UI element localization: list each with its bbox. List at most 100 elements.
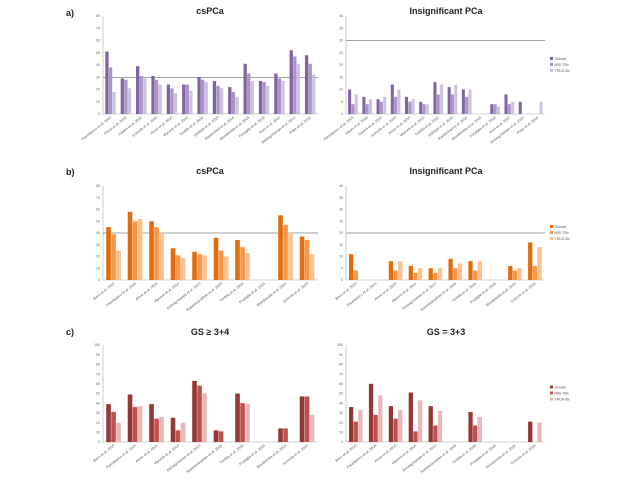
- bar-trus-bx: [116, 250, 121, 280]
- category-label: Mendhiratta et al. 2015: [451, 116, 482, 142]
- y-tick-label: 20: [339, 63, 343, 67]
- bar-overall: [127, 211, 133, 280]
- y-tick-label: 80: [96, 184, 100, 188]
- bar-trus-bx: [137, 406, 143, 442]
- y-tick-label: 0: [341, 440, 343, 444]
- bar-overall: [274, 73, 278, 114]
- bar-trus-bx: [312, 74, 316, 114]
- chart-title: csPCa: [196, 166, 225, 176]
- category-label: Porpiglia et al. 2016: [238, 282, 266, 305]
- y-tick-label: 30: [339, 39, 343, 43]
- bar-mri-tbx: [262, 82, 266, 114]
- y-tick-label: 25: [339, 219, 343, 223]
- y-tick-label: 0: [98, 440, 100, 444]
- bar-mri-tbx: [373, 414, 378, 442]
- legend-label: Overall: [555, 385, 567, 389]
- y-tick-label: 40: [96, 401, 100, 405]
- legend-label: TRUS-Bx: [555, 237, 570, 241]
- bar-mri-tbx: [512, 270, 518, 280]
- bar-mri-tbx: [413, 431, 418, 442]
- y-tick-label: 15: [339, 75, 343, 79]
- bar-mri-tbx: [111, 411, 116, 442]
- bar-mri-tbx: [218, 431, 224, 442]
- bar-trus-bx: [496, 106, 500, 114]
- legend-label: Overall: [555, 225, 567, 229]
- category-label: Siddiqui et al. 2015: [193, 116, 220, 138]
- bar-overall: [428, 406, 433, 442]
- bar-overall: [182, 84, 186, 114]
- category-label: Kasivisvanathan et al. 2018: [186, 282, 223, 312]
- bar-overall: [278, 215, 283, 280]
- y-tick-label: 80: [339, 363, 343, 367]
- bar-mri-tbx: [240, 403, 245, 442]
- bar-overall: [468, 411, 473, 442]
- y-tick-label: 20: [96, 88, 100, 92]
- legend-swatch: [550, 237, 553, 240]
- bar-mri-tbx: [453, 268, 458, 280]
- category-label: Arsov et al. 2015: [135, 282, 159, 302]
- bar-trus-bx: [296, 63, 301, 114]
- bar-trus-bx: [425, 104, 429, 114]
- bar-overall: [447, 87, 451, 114]
- bar-mri-tbx: [175, 430, 181, 442]
- bar-trus-bx: [537, 247, 542, 280]
- category-label: Tonttila et al. 2016: [219, 282, 244, 303]
- category-label: Arsov et al. 2015: [374, 282, 398, 302]
- y-tick-label: 30: [96, 411, 100, 415]
- chart-title: csPCa: [196, 6, 225, 16]
- y-tick-label: 30: [339, 411, 343, 415]
- y-tick-label: 70: [339, 372, 343, 376]
- y-tick-label: 35: [339, 196, 343, 200]
- bar-trus-bx: [281, 80, 285, 114]
- bar-trus-bx: [219, 88, 224, 114]
- y-tick-label: 30: [339, 208, 343, 212]
- category-label: Salami et al. 2015: [358, 116, 383, 137]
- bar-trus-bx: [457, 263, 463, 280]
- bar-trus-bx: [537, 422, 542, 442]
- bar-mri-tbx: [433, 272, 438, 280]
- bar-mri-tbx: [393, 418, 398, 442]
- y-tick-label: 25: [339, 51, 343, 55]
- bar-mri-tbx: [465, 96, 469, 114]
- bar-trus-bx: [116, 422, 121, 442]
- y-tick-label: 60: [96, 208, 100, 212]
- category-label: Delongchamps et al. 2013: [402, 444, 437, 473]
- bar-mri-tbx: [493, 104, 497, 114]
- bar-mri-tbx: [216, 85, 220, 114]
- bar-overall: [299, 396, 305, 442]
- bar-mri-tbx: [304, 396, 310, 442]
- y-tick-label: 30: [96, 243, 100, 247]
- bar-mri-tbx: [124, 79, 128, 114]
- bar-overall: [348, 89, 352, 114]
- bar-trus-bx: [437, 268, 443, 280]
- bar-overall: [518, 101, 522, 114]
- bar-overall: [197, 77, 201, 114]
- bar-overall: [368, 383, 374, 442]
- y-tick-label: 10: [96, 431, 100, 435]
- y-tick-label: 50: [96, 392, 100, 396]
- bar-mri-tbx: [154, 227, 159, 280]
- bar-trus-bx: [368, 99, 373, 114]
- bar-mri-tbx: [277, 78, 282, 114]
- bar-trus-bx: [235, 96, 239, 114]
- bar-trus-bx: [454, 84, 458, 114]
- bar-mri-tbx: [422, 104, 426, 114]
- bar-mri-tbx: [283, 428, 288, 442]
- chart-title: GS = 3+3: [427, 327, 466, 337]
- category-label: Kasivisvanathan et al. 2018: [420, 282, 457, 312]
- y-tick-label: 50: [96, 219, 100, 223]
- bar-overall: [166, 84, 171, 114]
- bar-mri-tbx: [379, 101, 383, 114]
- category-label: Porpiglia et al. 2016: [469, 282, 497, 305]
- category-label: Porpiglia et al. 2016: [469, 116, 497, 139]
- category-label: Wysock et al. 2014: [391, 282, 417, 304]
- bar-overall: [448, 258, 453, 280]
- legend-swatch: [550, 63, 553, 66]
- legend-swatch: [550, 69, 553, 72]
- bar-overall: [508, 265, 513, 280]
- category-label: Kasivisvanathan et al. 2018: [420, 444, 457, 474]
- bar-overall: [362, 96, 366, 114]
- y-tick-label: 40: [96, 231, 100, 235]
- bar-overall: [504, 94, 508, 114]
